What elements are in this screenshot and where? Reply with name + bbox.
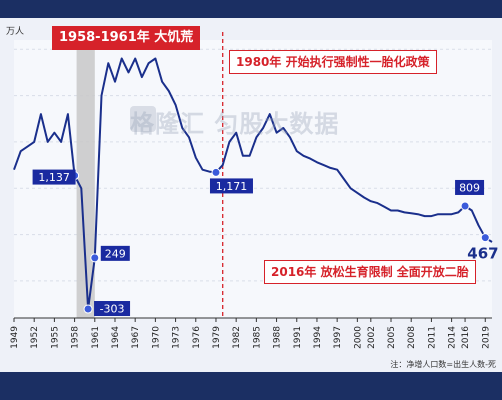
x-tick-label: 1961 (91, 326, 101, 349)
x-tick-label: 2016 (461, 326, 471, 349)
famine-band (76, 34, 95, 318)
policy-1980-callout: 1980年 开始执行强制性一胎化政策 (229, 50, 437, 74)
data-label: 467 (467, 245, 498, 263)
header-bar (0, 0, 502, 18)
x-tick-label: 2011 (427, 326, 437, 349)
x-tick-label: 1964 (111, 326, 121, 349)
x-tick-label: 1994 (313, 326, 323, 349)
footer-bar (0, 372, 502, 400)
data-label: 1,171 (216, 180, 248, 193)
data-label-box (100, 245, 130, 261)
x-tick-label: 2019 (481, 326, 491, 349)
y-axis-unit: 万人 (6, 27, 25, 37)
footnote: 注：净增人口数=出生人数-死 (390, 360, 496, 369)
x-tick-label: 1955 (50, 326, 60, 349)
data-label: 249 (105, 247, 126, 260)
x-tick-label: 2014 (448, 326, 458, 349)
x-tick-label: 1967 (131, 326, 141, 349)
data-label: 809 (459, 181, 480, 194)
x-tick-label: 1991 (293, 326, 303, 349)
x-tick-label: 2000 (353, 326, 363, 349)
x-tick-label: 1979 (212, 326, 222, 349)
x-tick-label: 2008 (407, 326, 417, 349)
data-label-box (455, 179, 485, 195)
data-label-box (209, 178, 253, 194)
data-point (90, 253, 100, 263)
x-tick-label: 1982 (232, 326, 242, 349)
data-label-box (94, 301, 131, 317)
x-tick-label: 1952 (30, 326, 40, 349)
data-point (83, 304, 93, 314)
series-line (13, 57, 493, 310)
x-tick-label: 2002 (367, 326, 377, 349)
x-tick-label: 1973 (172, 326, 182, 349)
data-label-box (32, 169, 76, 185)
x-tick-label: 1949 (10, 326, 20, 349)
data-point (211, 167, 221, 177)
data-point (480, 233, 490, 243)
x-tick-label: 1997 (333, 326, 343, 349)
x-tick-label: 1970 (151, 326, 161, 349)
x-tick-label: 1958 (71, 326, 81, 349)
x-tick-label: 1985 (252, 326, 262, 349)
data-label: 1,137 (38, 171, 70, 184)
watermark-logo-icon (130, 106, 156, 132)
data-label: -303 (100, 303, 125, 316)
data-point (460, 201, 470, 211)
policy-2016-callout: 2016年 放松生育限制 全面开放二胎 (264, 260, 476, 284)
x-tick-label: 1976 (192, 326, 202, 349)
x-tick-label: 2005 (387, 326, 397, 349)
famine-callout: 1958-1961年 大饥荒 (52, 26, 201, 50)
watermark: 格隆汇 匀股大数据 (130, 110, 340, 138)
x-tick-label: 1988 (273, 326, 283, 349)
